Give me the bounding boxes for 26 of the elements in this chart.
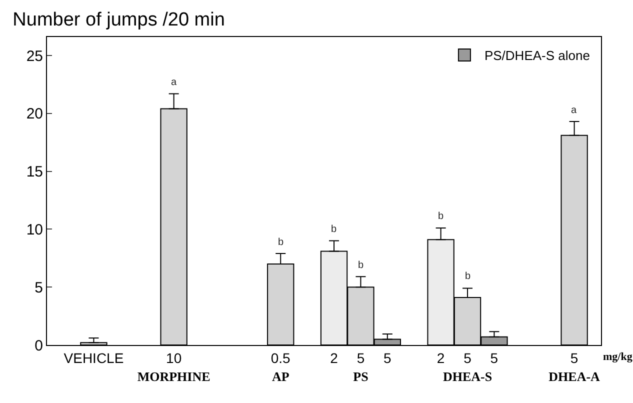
x-tick-label: 5 DHEA-S	[442, 350, 492, 384]
x-tick-label: VEHICLE	[64, 350, 124, 366]
x-tick-label: 10 MORPHINE	[137, 350, 210, 384]
x-tick-label: 5 PS	[353, 350, 368, 384]
data-label: b	[465, 271, 471, 282]
y-tick-label: 5	[34, 279, 43, 296]
data-label: b	[358, 260, 364, 271]
data-label: a	[571, 105, 577, 116]
legend-label: PS/DHEA-S alone	[484, 48, 590, 64]
chart-title: Number of jumps /20 min	[12, 9, 225, 30]
data-label: b	[278, 237, 284, 248]
x-tick-label: 0.5 AP	[270, 350, 291, 384]
y-tick-label: 0	[34, 337, 43, 354]
y-tick-label: 20	[26, 106, 43, 123]
y-tick-label: 15	[26, 164, 43, 181]
y-tick-label: 10	[26, 221, 43, 238]
x-tick-label: 2	[330, 350, 338, 366]
data-label: b	[438, 211, 444, 222]
text: mg/kg	[603, 351, 633, 363]
x-tick-label: 5	[384, 350, 392, 366]
x-tick-label: 2	[436, 350, 445, 366]
y-tick-label: 25	[26, 48, 43, 65]
data-label: b	[331, 224, 337, 235]
x-tick-label: 5	[490, 350, 498, 366]
x-tick-label: 5 DHEA-A	[548, 350, 601, 384]
data-label: a	[171, 77, 177, 88]
